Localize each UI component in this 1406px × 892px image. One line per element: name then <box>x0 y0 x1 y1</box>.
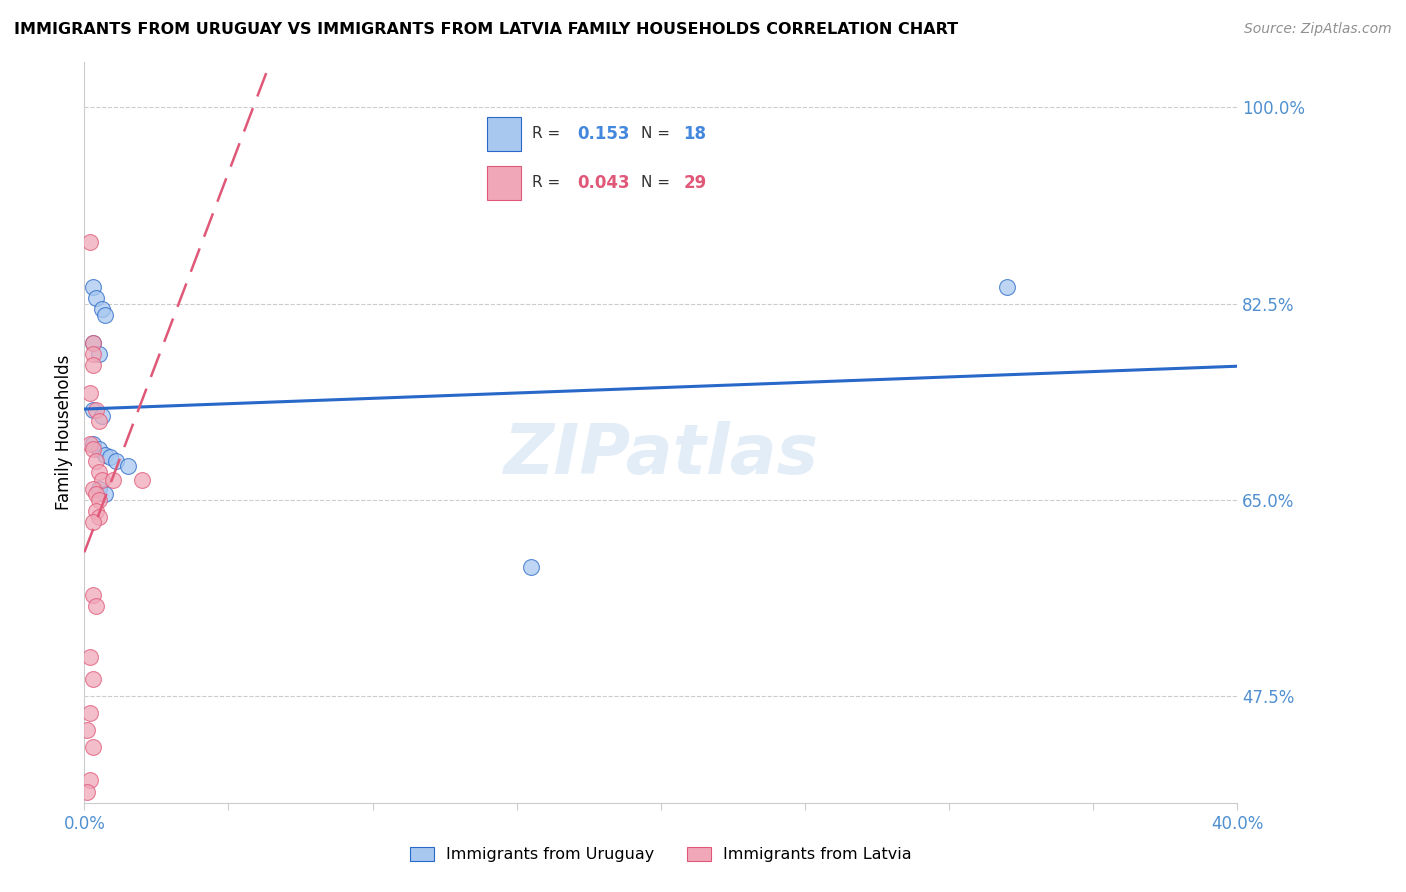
Point <box>87 465 110 479</box>
Point <box>520 560 543 574</box>
Point <box>87 492 110 507</box>
Point <box>82 739 104 754</box>
Point <box>87 442 110 457</box>
Text: Source: ZipAtlas.com: Source: ZipAtlas.com <box>1244 22 1392 37</box>
Point <box>76 784 98 798</box>
Text: ZIPatlas: ZIPatlas <box>503 421 818 488</box>
Point <box>90 302 112 317</box>
Point <box>82 516 104 530</box>
Y-axis label: Family Households: Family Households <box>55 355 73 510</box>
Point <box>84 403 107 417</box>
Point <box>84 291 107 305</box>
Point <box>79 437 101 451</box>
Point <box>79 650 101 665</box>
Point <box>82 359 104 373</box>
Point <box>87 509 110 524</box>
Point <box>105 453 128 467</box>
Text: IMMIGRANTS FROM URUGUAY VS IMMIGRANTS FROM LATVIA FAMILY HOUSEHOLDS CORRELATION : IMMIGRANTS FROM URUGUAY VS IMMIGRANTS FR… <box>14 22 957 37</box>
Point <box>82 335 104 350</box>
Point <box>79 773 101 788</box>
Point <box>82 347 104 361</box>
Point <box>82 442 104 457</box>
Point <box>995 280 1018 294</box>
Point <box>79 706 101 720</box>
Point <box>82 482 104 496</box>
Point <box>79 235 101 249</box>
Point <box>84 599 107 614</box>
Point <box>84 504 107 518</box>
Point <box>131 473 153 487</box>
Point <box>76 723 98 737</box>
Point <box>82 335 104 350</box>
Point <box>87 414 110 428</box>
Point <box>84 453 107 467</box>
Point <box>90 409 112 423</box>
Point <box>103 473 124 487</box>
Point <box>90 473 112 487</box>
Point <box>87 482 110 496</box>
Point <box>79 386 101 401</box>
Point <box>98 450 121 465</box>
Point <box>84 487 107 501</box>
Point <box>93 448 115 462</box>
Point <box>93 487 115 501</box>
Point <box>82 588 104 602</box>
Point <box>82 673 104 687</box>
Legend: Immigrants from Uruguay, Immigrants from Latvia: Immigrants from Uruguay, Immigrants from… <box>404 840 918 869</box>
Point <box>82 403 104 417</box>
Point <box>82 437 104 451</box>
Point <box>82 280 104 294</box>
Point <box>117 459 139 474</box>
Point <box>93 308 115 322</box>
Point <box>87 347 110 361</box>
